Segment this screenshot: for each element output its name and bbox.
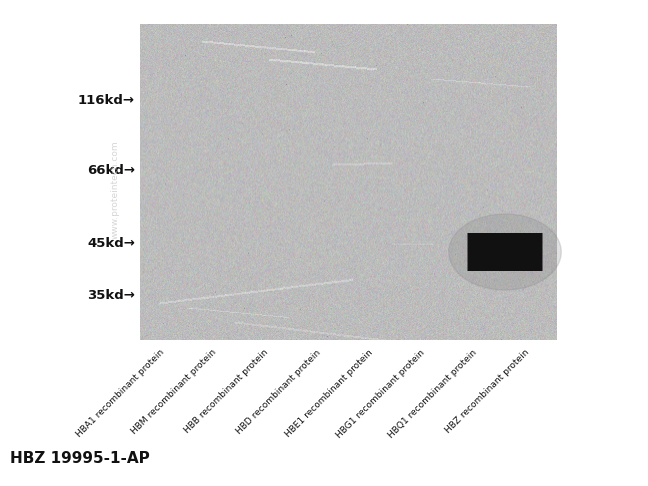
Text: 45kd→: 45kd→: [87, 237, 135, 249]
Ellipse shape: [449, 214, 561, 290]
Text: HBD recombinant protein: HBD recombinant protein: [235, 348, 323, 436]
FancyBboxPatch shape: [467, 233, 542, 271]
Text: HBZ 19995-1-AP: HBZ 19995-1-AP: [10, 451, 150, 466]
Text: HBM recombinant protein: HBM recombinant protein: [130, 348, 218, 436]
Text: HBQ1 recombinant protein: HBQ1 recombinant protein: [387, 348, 479, 440]
Text: HBG1 recombinant protein: HBG1 recombinant protein: [335, 348, 426, 440]
Text: 66kd→: 66kd→: [87, 163, 135, 176]
Text: 116kd→: 116kd→: [78, 93, 135, 106]
Text: HBB recombinant protein: HBB recombinant protein: [183, 348, 270, 435]
Text: HBZ recombinant protein: HBZ recombinant protein: [444, 348, 531, 435]
Text: www.proteintech.com: www.proteintech.com: [111, 140, 119, 239]
Text: 35kd→: 35kd→: [87, 289, 135, 301]
Text: HBA1 recombinant protein: HBA1 recombinant protein: [75, 348, 166, 439]
Text: HBE1 recombinant protein: HBE1 recombinant protein: [284, 348, 375, 439]
